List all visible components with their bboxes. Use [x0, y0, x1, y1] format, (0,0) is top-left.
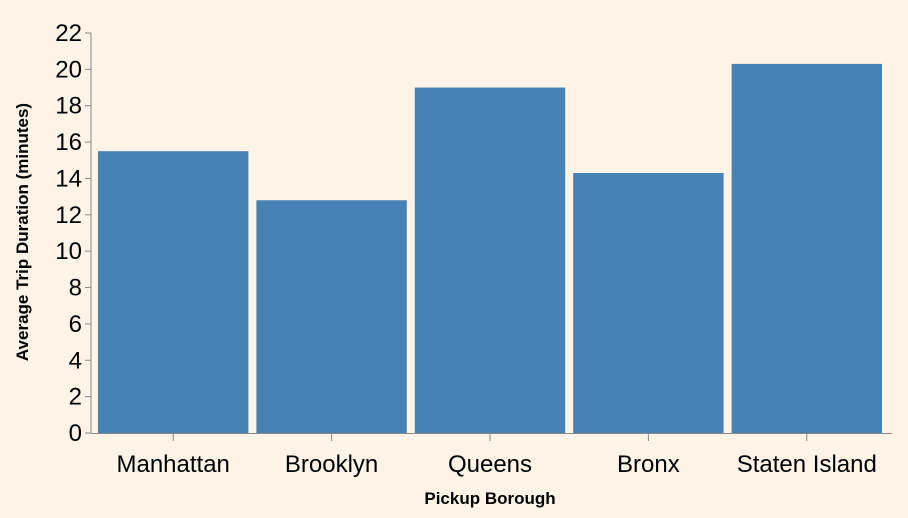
bars-group: [98, 63, 882, 434]
y-tick-label: 4: [69, 347, 82, 374]
y-tick-label: 6: [69, 311, 82, 338]
y-axis-title: Average Trip Duration (minutes): [13, 103, 32, 361]
bar-bronx: [573, 173, 724, 433]
y-axis: 0 2 4 6 8 10 12 14 16 18 20 22: [55, 20, 92, 447]
x-tick-label: Staten Island: [737, 451, 877, 478]
y-tick-label: 18: [55, 93, 82, 120]
y-tick-label: 8: [69, 275, 82, 302]
y-tick-label: 12: [55, 202, 82, 229]
x-tick-label: Brooklyn: [285, 451, 378, 478]
y-tick-label: 22: [55, 20, 82, 47]
y-tick-label: 16: [55, 129, 82, 156]
x-tick-label: Manhattan: [116, 451, 229, 478]
y-tick-label: 0: [69, 420, 82, 447]
y-tick-label: 20: [55, 56, 82, 83]
x-axis: Manhattan Brooklyn Queens Bronx Staten Islan…: [91, 433, 892, 478]
x-axis-title: Pickup Borough: [424, 489, 555, 508]
bar-brooklyn: [256, 200, 407, 433]
y-tick-label: 2: [69, 384, 82, 411]
x-tick-label: Bronx: [617, 451, 680, 478]
bar-manhattan: [98, 151, 249, 433]
bar-queens: [414, 87, 566, 433]
bar-staten-island: [731, 63, 882, 434]
y-tick-label: 14: [55, 165, 82, 192]
x-tick-label: Queens: [448, 451, 532, 478]
y-tick-label: 10: [55, 238, 82, 265]
